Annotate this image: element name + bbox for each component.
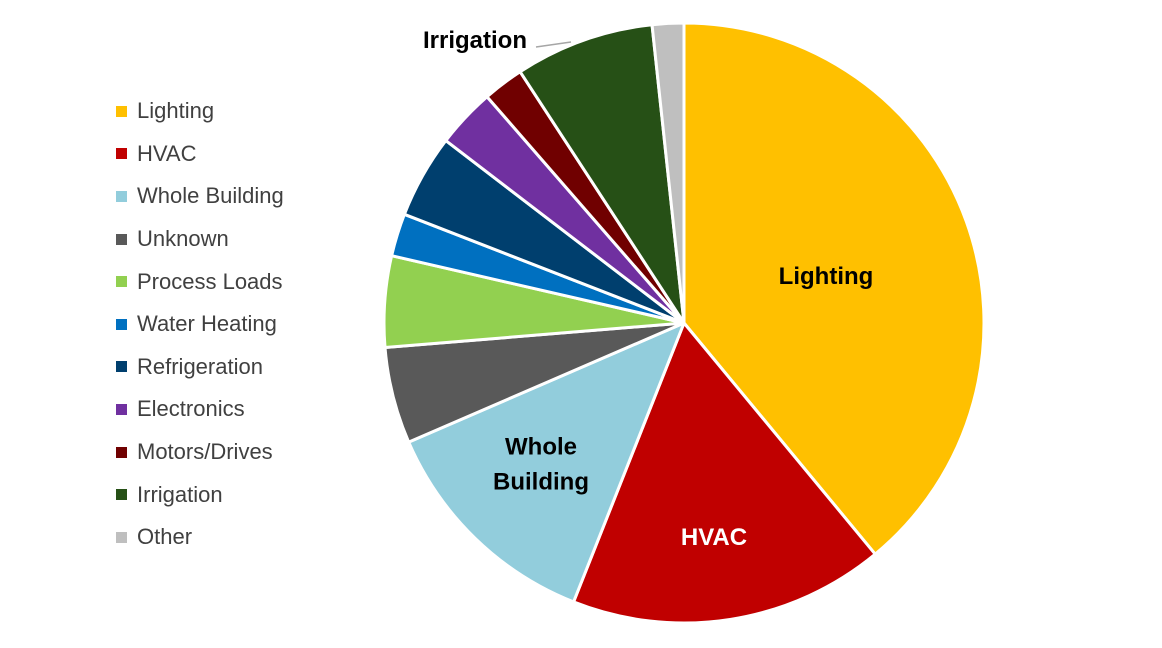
legend-label: HVAC	[137, 140, 197, 166]
slice-label-lighting: Lighting	[779, 263, 874, 290]
legend-item: Refrigeration	[116, 346, 356, 389]
legend-swatch	[116, 531, 127, 543]
slice-label-whole-building: Whole Building	[493, 434, 589, 496]
pie-slice-other	[650, 21, 686, 325]
legend-swatch	[116, 446, 127, 458]
pie-slice-irrigation	[518, 23, 686, 325]
legend-swatch	[116, 190, 127, 202]
pie-slice-hvac	[572, 321, 877, 625]
legend-swatch	[116, 318, 127, 330]
legend-label: Other	[137, 524, 193, 550]
legend-item: HVAC	[116, 133, 356, 176]
legend-label: Lighting	[137, 98, 215, 124]
legend-label: Motors/Drives	[137, 439, 273, 465]
legend-item: Process Loads	[116, 260, 356, 303]
legend-item: Other	[116, 516, 356, 559]
slice-label-irrigation: Irrigation	[423, 27, 527, 54]
legend-label: Unknown	[137, 226, 229, 252]
legend-swatch	[116, 105, 127, 117]
legend-swatch	[116, 233, 127, 245]
legend-label: Whole Building	[137, 183, 284, 209]
legend-swatch	[116, 361, 127, 373]
legend-label: Electronics	[137, 396, 245, 422]
legend-item: Electronics	[116, 388, 356, 431]
pie-slice-lighting	[682, 21, 986, 556]
legend-item: Irrigation	[116, 473, 356, 516]
legend-label: Water Heating	[137, 311, 277, 337]
legend-item: Motors/Drives	[116, 431, 356, 474]
slice-label-hvac: HVAC	[681, 524, 747, 551]
legend-label: Refrigeration	[137, 353, 263, 379]
legend-swatch	[116, 276, 127, 288]
legend-label: Irrigation	[137, 481, 223, 507]
legend-item: Unknown	[116, 218, 356, 261]
legend-swatch	[116, 148, 127, 160]
pie-slice-whole-building	[407, 321, 686, 604]
legend-item: Whole Building	[116, 175, 356, 218]
legend-item: Lighting	[116, 90, 356, 133]
legend-swatch	[116, 489, 127, 501]
legend-swatch	[116, 403, 127, 415]
chart-legend: Lighting HVAC Whole Building Unknown Process…	[116, 90, 356, 559]
legend-item: Water Heating	[116, 303, 356, 346]
label-leader-line	[535, 41, 572, 48]
legend-label: Process Loads	[137, 268, 283, 294]
